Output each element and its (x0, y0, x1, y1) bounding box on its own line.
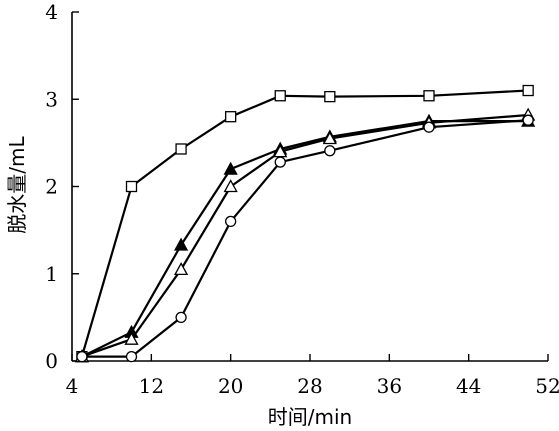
y-tick-label: 1 (45, 262, 58, 286)
series-1-point (324, 90, 336, 103)
x-tick-label: 44 (456, 374, 481, 398)
series-1-line (80, 89, 529, 357)
series-4-point (423, 121, 435, 133)
x-tick-label: 28 (297, 374, 322, 398)
y-tick-label: 0 (45, 349, 58, 373)
axes (71, 11, 549, 362)
x-axis-title: 时间/min (268, 405, 352, 429)
x-tick-label: 4 (66, 374, 79, 398)
series-1-point (423, 90, 435, 102)
series-4-point (522, 114, 534, 126)
series-4-line (81, 119, 529, 358)
series-4-point (175, 311, 187, 324)
series-1-point (274, 90, 286, 102)
series-lines (80, 89, 529, 358)
series-4-point (225, 215, 237, 228)
series-1-point (225, 111, 237, 123)
series-4-point (274, 156, 286, 168)
y-axis-title: 脱水量/mL (5, 135, 29, 233)
y-tick-label: 4 (45, 0, 58, 24)
x-tick-label: 20 (218, 374, 243, 398)
y-tick-label: 3 (45, 87, 58, 111)
series-3-point (124, 331, 139, 345)
series-2-point (173, 237, 189, 251)
x-tick-label: 36 (377, 374, 402, 398)
series-3-point (223, 179, 238, 193)
x-tick-label: 52 (535, 374, 559, 398)
series-2-point (223, 161, 238, 175)
series-1-point (522, 84, 534, 97)
series-3-line (81, 113, 529, 358)
series-4-point (76, 350, 88, 363)
series-4-point (324, 145, 336, 157)
y-tick-label: 2 (45, 175, 58, 199)
x-tick-label: 12 (139, 374, 164, 398)
series-1-point (125, 180, 138, 193)
series-2-line (81, 119, 529, 358)
series-3-point (173, 262, 189, 276)
series-4-point (125, 350, 138, 363)
series-markers (74, 84, 536, 363)
series-3-point (322, 131, 337, 145)
series-1-point (175, 143, 187, 155)
